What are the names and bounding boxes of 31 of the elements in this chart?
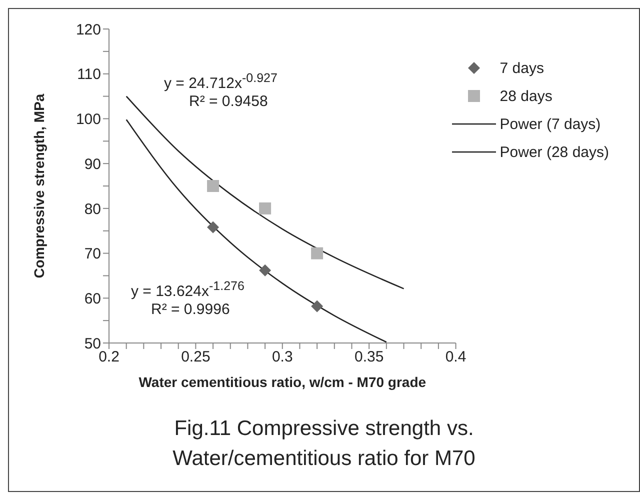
x-tick-label: 0.2 (98, 348, 120, 366)
x-tick-label: 0.3 (272, 348, 293, 366)
point (311, 300, 324, 312)
point (207, 180, 220, 192)
y-tick-label: 90 (84, 156, 101, 173)
legend-label: Power (7 days) (500, 116, 601, 132)
y-tick-label: 120 (76, 21, 101, 38)
x-tick-label: 0.4 (445, 348, 466, 366)
x-tick-label: 0.25 (181, 348, 210, 366)
y-tick-label: 100 (76, 111, 101, 128)
annotation: R² = 0.9996 (151, 301, 230, 318)
caption: Fig.11 Compressive strength vs. Water/cementitious ratio for M70 (172, 416, 476, 472)
legend-label: 28 days (500, 88, 552, 104)
x-axis-title: Water cementitious ratio, w/cm - M70 grade (138, 374, 426, 390)
point (259, 202, 272, 214)
point (311, 247, 324, 260)
line-series (126, 118, 388, 343)
y-tick-label: 110 (77, 66, 101, 84)
legend-label: Power (28 days) (500, 144, 609, 160)
annotation: y = 24.712x$^{-0.927}$ (164, 71, 278, 92)
legend-label: 7 days (500, 60, 544, 76)
point (259, 264, 272, 276)
y-axis-title: Compressive strength, MPa (30, 94, 47, 278)
y-tick-label: 60 (84, 290, 101, 308)
y-tick-label: 50 (84, 335, 101, 352)
point (207, 221, 220, 234)
y-tick-label: 70 (84, 246, 101, 263)
x-tick-label: 0.35 (354, 348, 384, 366)
annotation: R² = 0.9458 (189, 93, 268, 110)
annotation: y = 13.624x$^{-1.276}$ (131, 279, 244, 300)
y-tick-label: 80 (84, 200, 101, 218)
